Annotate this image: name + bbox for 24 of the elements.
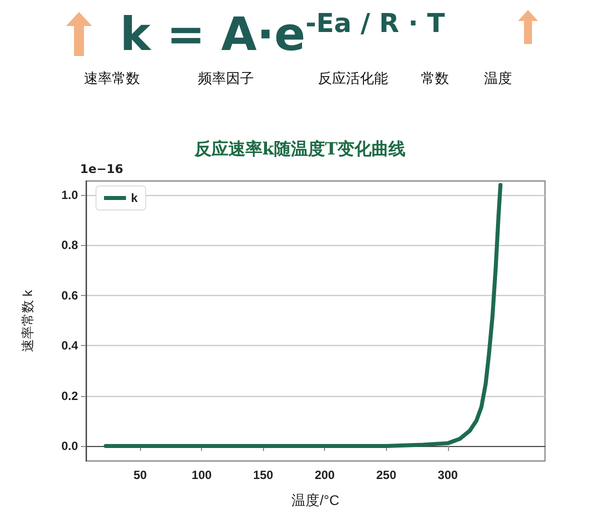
text: 常数	[421, 70, 449, 88]
y-tick-label: 0.0	[61, 438, 78, 453]
legend-label: k	[131, 191, 138, 205]
x-tick-label: 100	[192, 468, 212, 482]
text: 反应活化能	[318, 70, 388, 88]
text: 速率常数	[84, 70, 140, 88]
text: 1e−16	[80, 162, 124, 176]
x-tick-label: 50	[133, 468, 148, 482]
chart-title: 反应速率k随温度T变化曲线	[193, 140, 406, 160]
y-tick-label: 0.6	[61, 288, 78, 302]
x-tick-label: 150	[253, 468, 274, 482]
y-tick-label: 0.2	[61, 388, 78, 403]
text: k = A·e$^{-Ea / R · T}$	[120, 6, 446, 63]
text: 频率因子	[198, 70, 254, 88]
y-axis-title: 速率常数 k	[20, 289, 35, 352]
x-axis-title: 温度/°C	[292, 492, 340, 508]
text: 温度	[484, 70, 512, 88]
y-tick-label: 0.8	[61, 238, 78, 252]
x-tick-label: 250	[376, 468, 397, 482]
y-tick-label: 0.4	[61, 338, 78, 353]
y-tick-label: 1.0	[61, 188, 78, 202]
x-tick-label: 300	[438, 468, 458, 482]
x-tick-label: 200	[314, 468, 336, 482]
line-series	[104, 183, 502, 448]
